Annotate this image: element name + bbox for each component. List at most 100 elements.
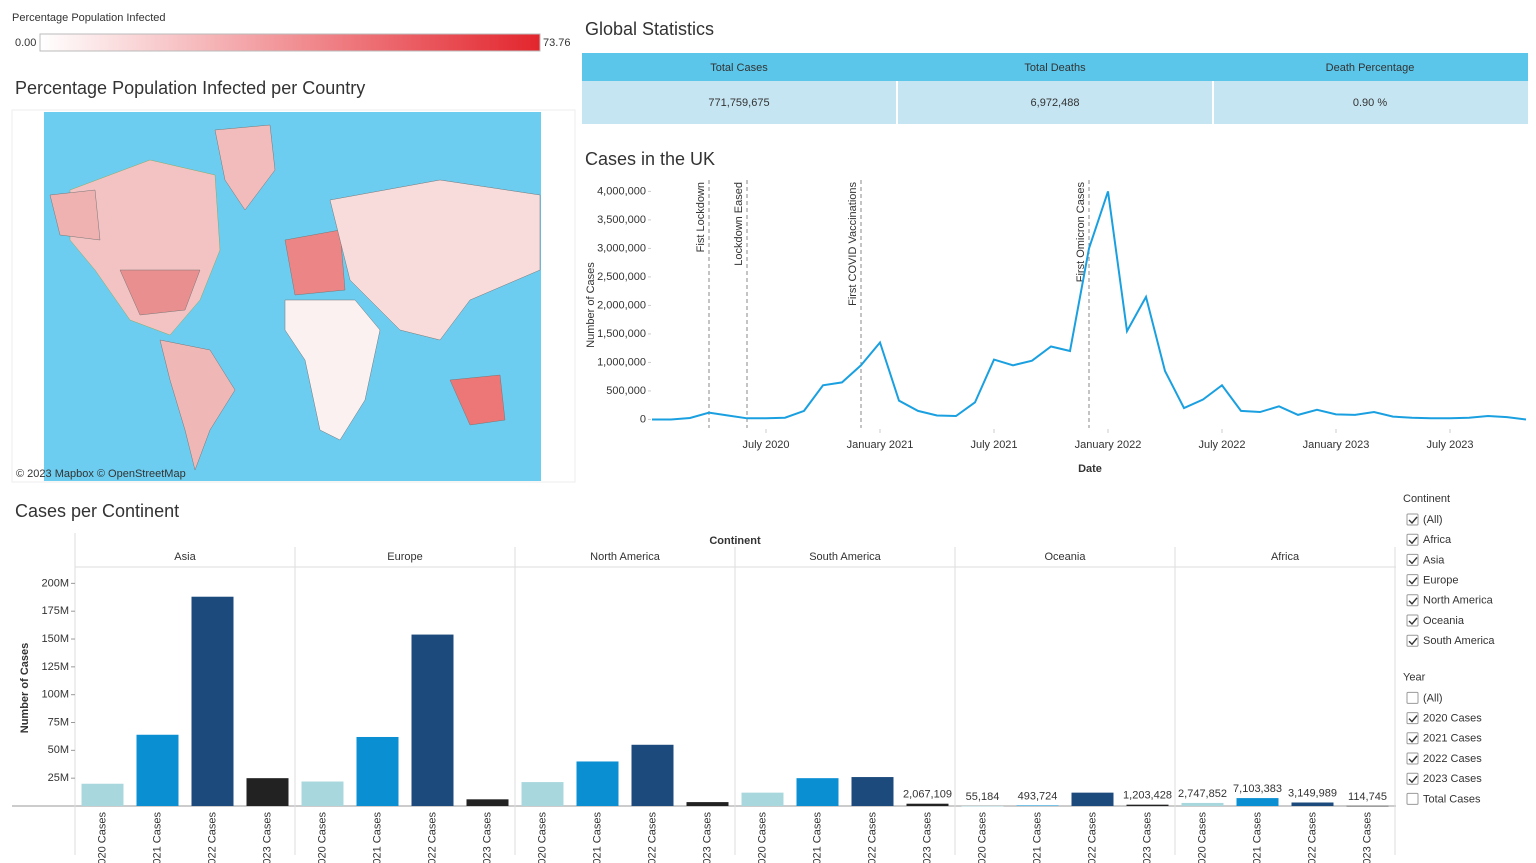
y-tick-label: 2,000,000 (597, 299, 646, 311)
checkbox[interactable] (1406, 594, 1419, 607)
filter-option[interactable]: Europe (1423, 575, 1458, 587)
filter-option[interactable]: South America (1423, 635, 1495, 647)
category-header: Europe (387, 551, 422, 563)
category-header: South America (809, 551, 881, 563)
filter-option[interactable]: 2023 Cases (1423, 773, 1482, 785)
filter-option[interactable]: Oceania (1423, 615, 1465, 627)
value-label: 7,103,383 (1233, 783, 1282, 795)
x-tick-label: July 2021 (970, 439, 1017, 451)
x-tick-label: July 2023 (1426, 439, 1473, 451)
bar (191, 596, 234, 806)
filter-option[interactable]: (All) (1423, 514, 1443, 526)
legend-max: 73.76 (543, 37, 571, 49)
y-tick-label: 3,000,000 (597, 242, 646, 254)
filter-option[interactable]: (All) (1423, 692, 1443, 704)
map (44, 112, 541, 481)
stats-header-row (582, 53, 1528, 81)
bar (136, 734, 179, 806)
x-tick-label: January 2023 (1303, 439, 1370, 451)
x-tick-label: 2020 Cases (1196, 812, 1208, 863)
x-tick-label: 2022 Cases (206, 812, 218, 863)
y-tick-label: 4,000,000 (597, 185, 646, 197)
stats-value: 0.90 % (1353, 97, 1387, 109)
checkbox[interactable] (1406, 533, 1419, 546)
bar (686, 802, 729, 806)
x-tick-label: 2021 Cases (591, 812, 603, 863)
x-tick-label: 2021 Cases (371, 812, 383, 863)
x-axis-label: Date (1078, 463, 1102, 475)
filter-option[interactable]: 2021 Cases (1423, 733, 1482, 745)
y-tick-label: 200M (41, 577, 69, 589)
y-tick-label: 1,500,000 (597, 328, 646, 340)
category-header: Asia (174, 551, 196, 563)
checkbox[interactable] (1406, 513, 1419, 526)
x-tick-label: 2023 Cases (481, 812, 493, 863)
checkmark (1408, 715, 1418, 723)
filter-option[interactable]: North America (1423, 595, 1494, 607)
checkbox[interactable] (1406, 553, 1419, 566)
checkbox[interactable] (1406, 752, 1419, 765)
checkmark (1408, 735, 1418, 743)
checkmark (1408, 755, 1418, 764)
bar (1071, 792, 1114, 806)
filter-option[interactable]: Africa (1423, 534, 1452, 546)
value-label: 2,067,109 (903, 789, 952, 801)
checkbox[interactable] (1406, 732, 1419, 745)
x-tick-label: 2022 Cases (1306, 812, 1318, 863)
checkbox[interactable] (1406, 614, 1419, 627)
x-tick-label: 2022 Cases (646, 812, 658, 863)
bar (796, 778, 839, 806)
value-label: 114,745 (1348, 791, 1387, 803)
annotation-label: Lockdown Eased (733, 182, 745, 266)
bar (81, 783, 124, 806)
filter-option[interactable]: Asia (1423, 554, 1445, 566)
x-tick-label: 2021 Cases (1251, 812, 1263, 863)
bar (851, 777, 894, 806)
bar (741, 792, 784, 806)
checkmark (1408, 556, 1418, 565)
x-tick-label: 2020 Cases (316, 812, 328, 863)
x-tick-label: 2022 Cases (426, 812, 438, 863)
x-tick-label: 2021 Cases (151, 812, 163, 863)
y-tick-label: 1,000,000 (597, 356, 646, 368)
y-tick-label: 50M (48, 744, 69, 756)
x-tick-label: 2023 Cases (921, 812, 933, 863)
bar (1126, 804, 1169, 806)
checkbox[interactable] (1406, 792, 1419, 805)
bar (1291, 802, 1334, 806)
bar (1346, 805, 1389, 807)
bar (631, 744, 674, 806)
checkmark (1408, 577, 1418, 585)
bar (411, 634, 454, 806)
checkbox[interactable] (1406, 691, 1419, 704)
checkbox[interactable] (1406, 574, 1419, 587)
annotation-label: First COVID Vaccinations (847, 182, 859, 306)
filter-option[interactable]: 2020 Cases (1423, 713, 1482, 725)
bar (1236, 798, 1279, 806)
value-label: 493,724 (1018, 790, 1058, 802)
checkbox[interactable] (1406, 712, 1419, 725)
bar (961, 805, 1004, 807)
filter-option[interactable]: 2022 Cases (1423, 753, 1482, 765)
x-tick-label: 2020 Cases (756, 812, 768, 863)
checkbox[interactable] (1406, 634, 1419, 647)
y-tick-label: 3,500,000 (597, 214, 646, 226)
line-chart-title: Cases in the UK (585, 149, 715, 169)
stats-value: 771,759,675 (708, 97, 769, 109)
x-tick-label: 2022 Cases (1086, 812, 1098, 863)
x-tick-label: July 2022 (1198, 439, 1245, 451)
bar (906, 803, 949, 806)
filter-option[interactable]: Total Cases (1423, 793, 1481, 805)
stats-title: Global Statistics (585, 19, 714, 39)
y-axis-label: Number of Cases (585, 262, 597, 348)
line-series (652, 191, 1527, 421)
checkbox[interactable] (1406, 772, 1419, 785)
stats-header: Total Cases (710, 62, 768, 74)
x-tick-label: July 2020 (742, 439, 789, 451)
bar (1181, 802, 1224, 806)
stats-value-row (582, 81, 1528, 124)
map-title: Percentage Population Infected per Count… (15, 78, 365, 98)
legend-title: Percentage Population Infected (12, 12, 166, 24)
stats-header: Total Deaths (1024, 62, 1086, 74)
